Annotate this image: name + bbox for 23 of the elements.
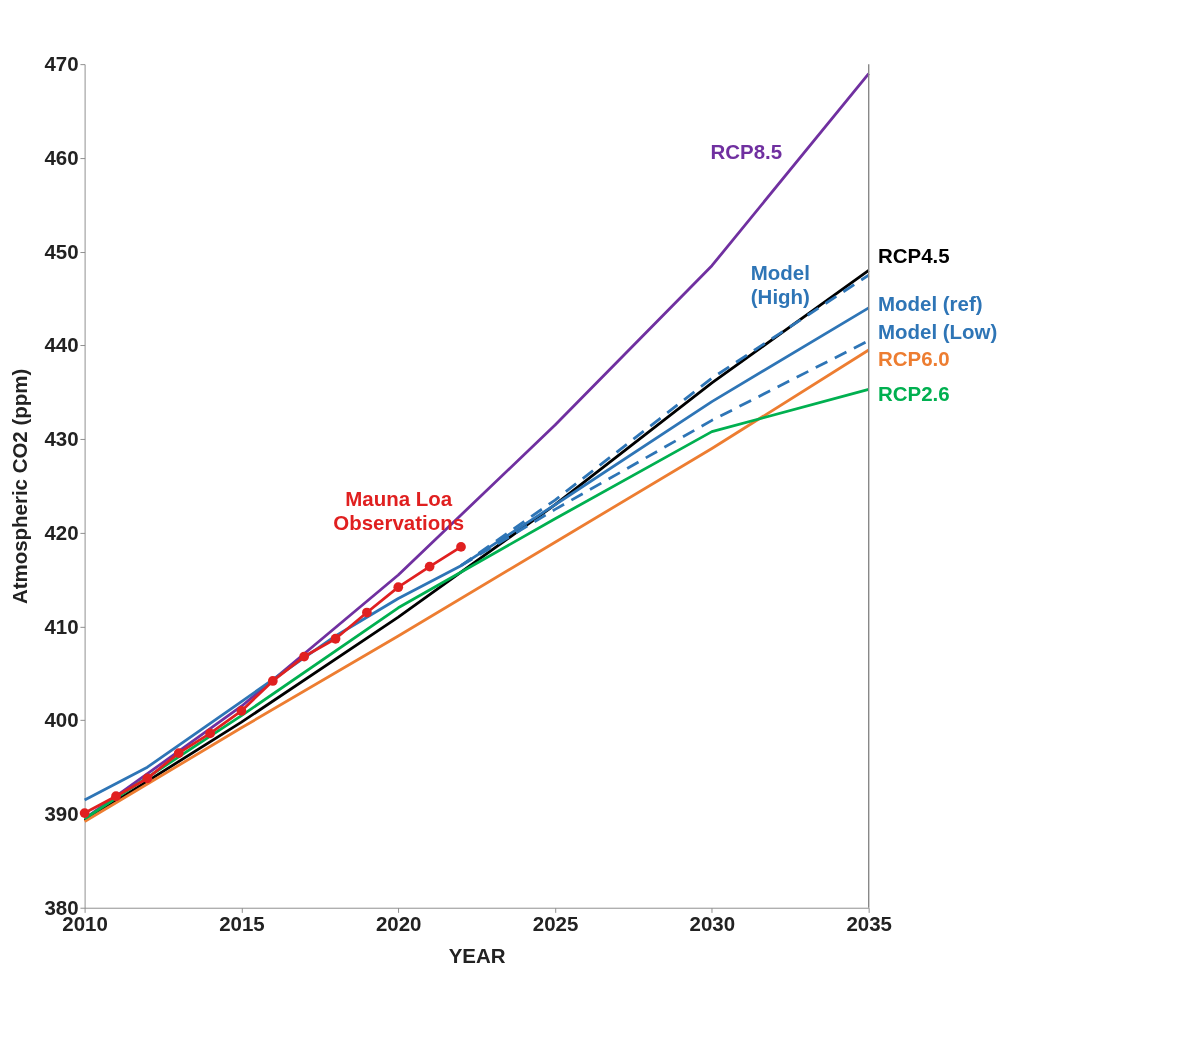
series-label: Model (Low)	[878, 319, 998, 343]
series-label: RCP8.5	[710, 139, 783, 163]
y-tick-label: 390	[44, 802, 79, 826]
series-label: Model (ref)	[878, 291, 983, 315]
series-label: RCP6.0	[878, 346, 950, 370]
series-label: RCP4.5	[878, 243, 950, 267]
y-tick-label: 430	[44, 427, 79, 451]
y-tick-label: 420	[44, 520, 79, 544]
y-tick-label: 400	[44, 708, 79, 732]
x-tick-label: 2020	[375, 911, 422, 935]
x-tick-label: 2015	[219, 911, 265, 935]
y-tick-label: 470	[44, 52, 79, 76]
y-axis-title: Atmospheric CO2 (ppm)	[7, 368, 31, 605]
series-label: RCP2.6	[878, 381, 950, 405]
series-label: Model (High)	[750, 260, 810, 308]
y-tick-label: 410	[44, 614, 79, 638]
y-tick-label: 460	[44, 145, 79, 169]
x-tick-label: 2030	[689, 911, 736, 935]
y-tick-label: 440	[44, 333, 79, 357]
x-tick-label: 2035	[846, 911, 892, 935]
y-tick-label: 450	[44, 239, 79, 263]
x-axis-title: YEAR	[448, 944, 506, 968]
x-tick-label: 2025	[532, 911, 579, 935]
